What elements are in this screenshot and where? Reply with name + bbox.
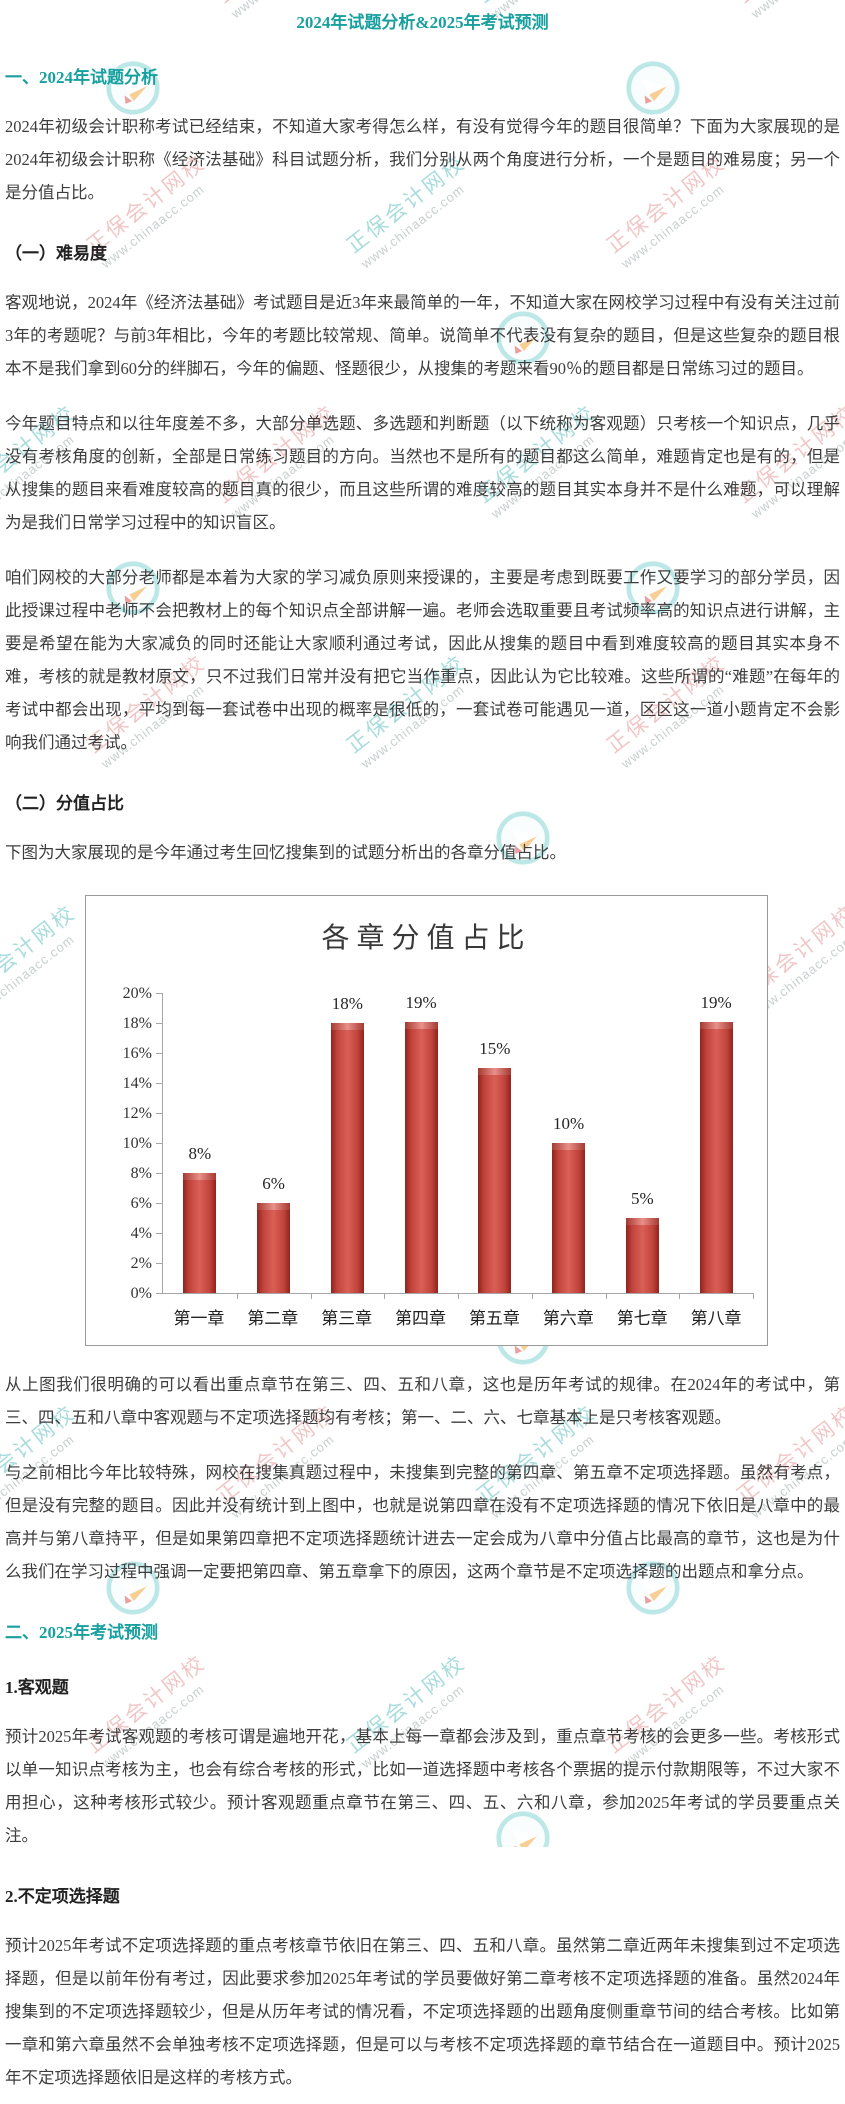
x-category-label: 第五章 — [468, 1309, 520, 1328]
bar-value-label: 6% — [262, 1174, 285, 1193]
y-tick-mark — [156, 1203, 162, 1204]
bar-value-label: 19% — [405, 993, 437, 1012]
subsection-heading: 2.不定项选择题 — [5, 1887, 120, 1906]
bar — [552, 1143, 586, 1293]
bar-value-label: 8% — [188, 1144, 212, 1163]
bar — [183, 1173, 217, 1293]
bar-value-label: 18% — [331, 994, 363, 1013]
y-tick-mark — [156, 1263, 162, 1264]
body-paragraph: 与之前相比今年比较特殊，网校在搜集真题过程中，未搜集到完整的第四章、第五章不定项… — [5, 1463, 840, 1581]
body-paragraph: 今年题目特点和以往年度差不多，大部分单选题、多选题和判断题（以下统称为客观题）只… — [5, 414, 840, 532]
body-paragraph: 客观地说，2024年《经济法基础》考试题目是近3年来最简单的一年，不知道大家在网… — [5, 293, 840, 378]
y-tick-label: 4% — [130, 1225, 152, 1242]
bar-slot: 8% — [163, 993, 237, 1293]
score-distribution-chart: 各章分值占比 0% 2% 4% 6% 8% 10% 12% 14% 16% 18% 20% 8% 6% 18… — [85, 895, 768, 1346]
y-tick-mark — [156, 1053, 162, 1054]
bar-slot: 10% — [532, 993, 606, 1293]
y-tick-label: 10% — [122, 1135, 152, 1152]
y-tick-label: 12% — [122, 1105, 152, 1122]
body-paragraph: 咱们网校的大部分老师都是本着为大家的学习减负原则来授课的，主要是考虑到既要工作又… — [5, 568, 840, 752]
x-category-label: 第四章 — [395, 1309, 447, 1328]
y-axis: 0% 2% 4% 6% 8% 10% 12% 14% 16% 18% 20% — [100, 982, 162, 1302]
bars-plot: 8% 6% 18% 19% 15% 10% 5% 19% — [162, 993, 754, 1299]
x-tick-mark — [310, 1293, 312, 1299]
body-paragraph: 下图为大家展现的是今年通过考生回忆搜集到的试题分析出的各章分值占比。 — [5, 843, 566, 862]
x-tick-mark — [236, 1293, 238, 1299]
bar-slot: 19% — [384, 993, 458, 1293]
bar — [478, 1068, 512, 1293]
y-tick-label: 18% — [122, 1015, 152, 1032]
x-tick-mark — [458, 1293, 459, 1299]
body-paragraph: 预计2025年考试客观题的考核可谓是遍地开花，基本上每一章都会涉及到，重点章节考… — [5, 1727, 840, 1845]
bar-slot: 19% — [679, 993, 753, 1293]
bar-value-label: 15% — [479, 1039, 511, 1058]
section-heading: 二、2025年考试预测 — [5, 1623, 158, 1642]
x-tick-mark — [679, 1293, 681, 1299]
y-tick-mark — [156, 1293, 162, 1294]
y-tick-label: 14% — [122, 1075, 152, 1092]
section-heading: 一、2024年试题分析 — [5, 68, 158, 87]
subsection-heading: （一）难易度 — [5, 244, 107, 263]
y-tick-label: 16% — [122, 1045, 152, 1062]
x-tick-mark — [384, 1293, 386, 1299]
bar — [699, 1022, 733, 1293]
x-category-label: 第八章 — [690, 1309, 742, 1328]
x-tick-mark — [605, 1293, 607, 1299]
x-tick-mark — [753, 1293, 754, 1299]
body-paragraph: 预计2025年考试不定项选择题的重点考核章节依旧在第三、四、五和八章。虽然第二章… — [5, 1936, 840, 2087]
chart-plot-area: 0% 2% 4% 6% 8% 10% 12% 14% 16% 18% 20% 8% 6% 18% 19% 15… — [100, 982, 754, 1302]
x-category-label: 第三章 — [321, 1309, 373, 1328]
y-tick-mark — [156, 1173, 162, 1174]
page-title: 2024年试题分析&2025年考试预测 — [296, 13, 549, 32]
subsection-heading: （二）分值占比 — [5, 794, 124, 813]
bar-value-label: 19% — [700, 993, 732, 1012]
x-category-label: 第一章 — [173, 1309, 225, 1328]
bar-value-label: 5% — [631, 1189, 654, 1208]
bar — [404, 1022, 438, 1293]
bar-slot: 18% — [311, 993, 385, 1293]
y-tick-label: 6% — [130, 1195, 152, 1212]
subsection-heading: 1.客观题 — [5, 1678, 69, 1697]
y-tick-mark — [156, 1233, 162, 1234]
x-category-label: 第二章 — [247, 1309, 299, 1328]
bar-slot: 15% — [458, 993, 532, 1293]
bar — [330, 1023, 364, 1293]
y-tick-label: 8% — [130, 1165, 152, 1182]
y-tick-label: 2% — [130, 1255, 152, 1272]
article-blocks: 一、2024年试题分析 2024年初级会计职称考试已经结束，不知道大家考得怎么样，… — [5, 63, 840, 2094]
y-tick-mark — [156, 1143, 162, 1144]
y-tick-mark — [156, 1113, 162, 1114]
bar-slot: 6% — [237, 993, 311, 1293]
y-tick-label: 20% — [122, 985, 152, 1002]
bar — [625, 1218, 659, 1293]
bar-slot: 5% — [606, 993, 680, 1293]
y-tick-mark — [156, 1083, 162, 1084]
chart-title: 各章分值占比 — [321, 923, 532, 954]
y-tick-label: 0% — [130, 1285, 152, 1302]
x-category-label: 第七章 — [616, 1309, 668, 1328]
bar — [257, 1203, 291, 1293]
body-paragraph: 从上图我们很明确的可以看出重点章节在第三、四、五和八章，这也是历年考试的规律。在… — [5, 1375, 840, 1427]
y-tick-mark — [156, 993, 162, 994]
body-paragraph: 2024年初级会计职称考试已经结束，不知道大家考得怎么样，有没有觉得今年的题目很… — [5, 117, 840, 202]
x-tick-mark — [531, 1293, 533, 1299]
y-tick-mark — [156, 1023, 162, 1024]
bar-value-label: 10% — [553, 1114, 585, 1133]
x-category-label: 第六章 — [542, 1309, 594, 1328]
x-axis-labels: 第一章 第二章 第三章 第四章 第五章 第六章 第七章 第八章 — [162, 1304, 753, 1329]
